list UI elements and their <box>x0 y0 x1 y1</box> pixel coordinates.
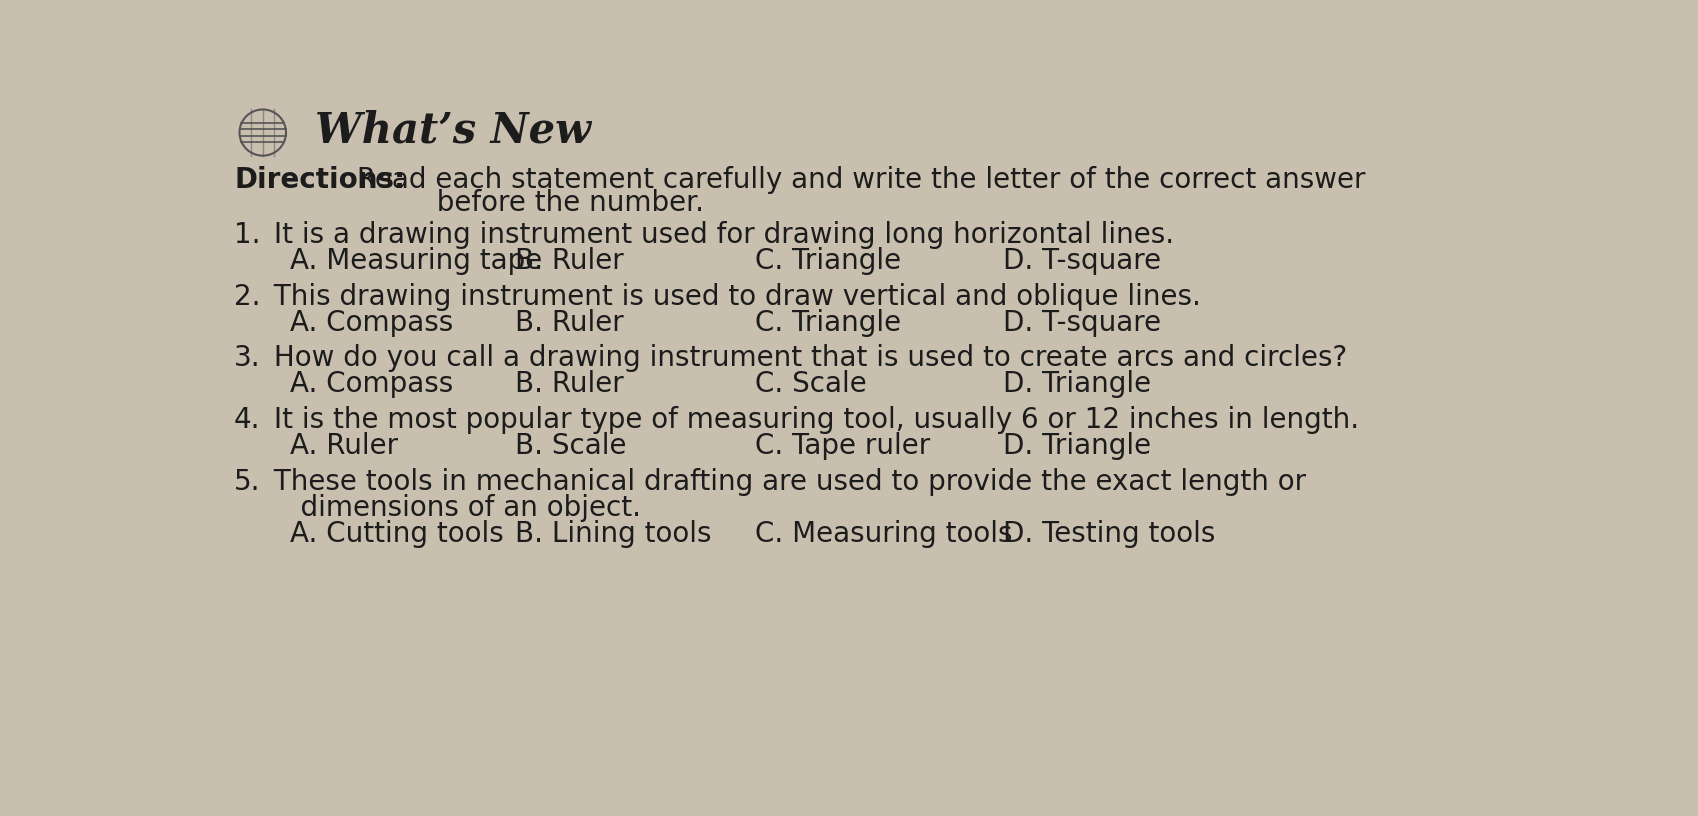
Text: C. Tape ruler: C. Tape ruler <box>754 432 929 460</box>
Text: 1.: 1. <box>234 221 260 249</box>
Text: C. Triangle: C. Triangle <box>754 309 900 337</box>
Text: Read each statement carefully and write the letter of the correct answer: Read each statement carefully and write … <box>348 166 1365 193</box>
Text: D. Triangle: D. Triangle <box>1002 370 1150 398</box>
Text: C. Triangle: C. Triangle <box>754 247 900 275</box>
Text: before the number.: before the number. <box>348 188 703 217</box>
Text: D. Testing tools: D. Testing tools <box>1002 520 1214 548</box>
Text: D. T-square: D. T-square <box>1002 309 1160 337</box>
Text: D. T-square: D. T-square <box>1002 247 1160 275</box>
Text: A. Measuring tape: A. Measuring tape <box>290 247 542 275</box>
Text: B. Scale: B. Scale <box>514 432 627 460</box>
Text: A. Cutting tools: A. Cutting tools <box>290 520 503 548</box>
Text: B. Ruler: B. Ruler <box>514 309 623 337</box>
Text: These tools in mechanical drafting are used to provide the exact length or: These tools in mechanical drafting are u… <box>265 468 1306 495</box>
Text: It is a drawing instrument used for drawing long horizontal lines.: It is a drawing instrument used for draw… <box>265 221 1173 249</box>
Text: A. Ruler: A. Ruler <box>290 432 397 460</box>
Text: 2.: 2. <box>234 282 260 311</box>
Text: 5.: 5. <box>234 468 260 495</box>
Text: 3.: 3. <box>234 344 260 372</box>
Text: 4.: 4. <box>234 406 260 434</box>
Text: C. Scale: C. Scale <box>754 370 866 398</box>
Text: C. Measuring tools: C. Measuring tools <box>754 520 1012 548</box>
Text: B. Ruler: B. Ruler <box>514 247 623 275</box>
Text: D. Triangle: D. Triangle <box>1002 432 1150 460</box>
Text: B. Lining tools: B. Lining tools <box>514 520 711 548</box>
Text: What’s New: What’s New <box>314 109 591 151</box>
Text: A. Compass: A. Compass <box>290 370 453 398</box>
Text: A. Compass: A. Compass <box>290 309 453 337</box>
Text: It is the most popular type of measuring tool, usually 6 or 12 inches in length.: It is the most popular type of measuring… <box>265 406 1358 434</box>
Text: dimensions of an object.: dimensions of an object. <box>265 494 640 521</box>
Text: B. Ruler: B. Ruler <box>514 370 623 398</box>
Text: This drawing instrument is used to draw vertical and oblique lines.: This drawing instrument is used to draw … <box>265 282 1200 311</box>
Text: Directions:: Directions: <box>234 166 404 193</box>
Text: How do you call a drawing instrument that is used to create arcs and circles?: How do you call a drawing instrument tha… <box>265 344 1347 372</box>
